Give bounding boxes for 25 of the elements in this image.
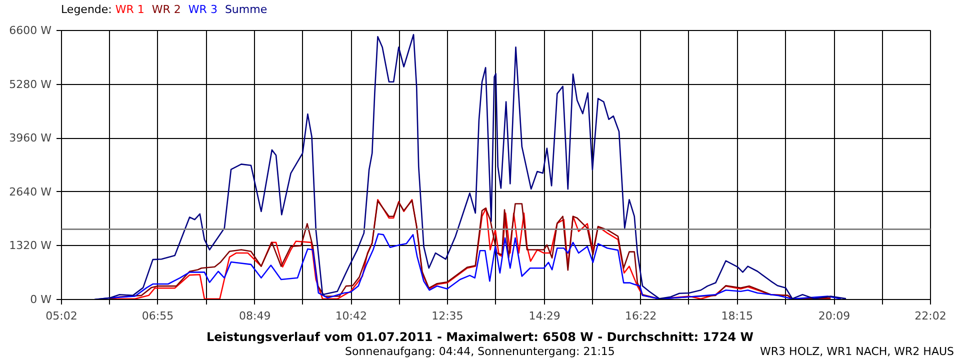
line-series: [94, 34, 847, 300]
x-tick-label: 16:22: [624, 310, 657, 322]
text: WR 3: [188, 3, 218, 16]
y-tick-label: 0 W: [30, 293, 52, 306]
x-tick-label: 06:55: [142, 310, 174, 322]
x-tick-label: 12:35: [432, 310, 464, 322]
legend-title: Legende:: [61, 3, 112, 16]
x-tick-label: 05:02: [46, 310, 78, 322]
text: WR 1: [115, 3, 144, 16]
text: Sonnenaufgang: 04:44, Sonnenuntergang: 21:15: [345, 345, 615, 358]
x-tick-label: 22:02: [914, 310, 946, 322]
text: Leistungsverlauf vom 01.07.2011 - Maximalwert: 6508 W - Durchschnitt: 1724 W: [205, 329, 755, 346]
x-tick-label: 10:42: [335, 310, 368, 322]
x-tick-label: 08:49: [239, 310, 271, 322]
x-tick-label: 20:09: [818, 310, 850, 322]
y-tick-label: 3960 W: [9, 132, 52, 145]
y-tick-label: 1320 W: [9, 239, 52, 252]
text: Summe: [224, 3, 268, 16]
x-tick-label: 14:29: [528, 310, 560, 322]
y-tick-label: 6600 W: [9, 24, 52, 37]
y-tick-label: 5280 W: [9, 78, 52, 91]
text: WR 2: [152, 3, 181, 16]
text: WR3 HOLZ, WR1 NACH, WR2 HAUS: [760, 344, 954, 360]
x-tick-label: 18:15: [721, 310, 753, 322]
y-tick-label: 2640 W: [9, 185, 52, 198]
